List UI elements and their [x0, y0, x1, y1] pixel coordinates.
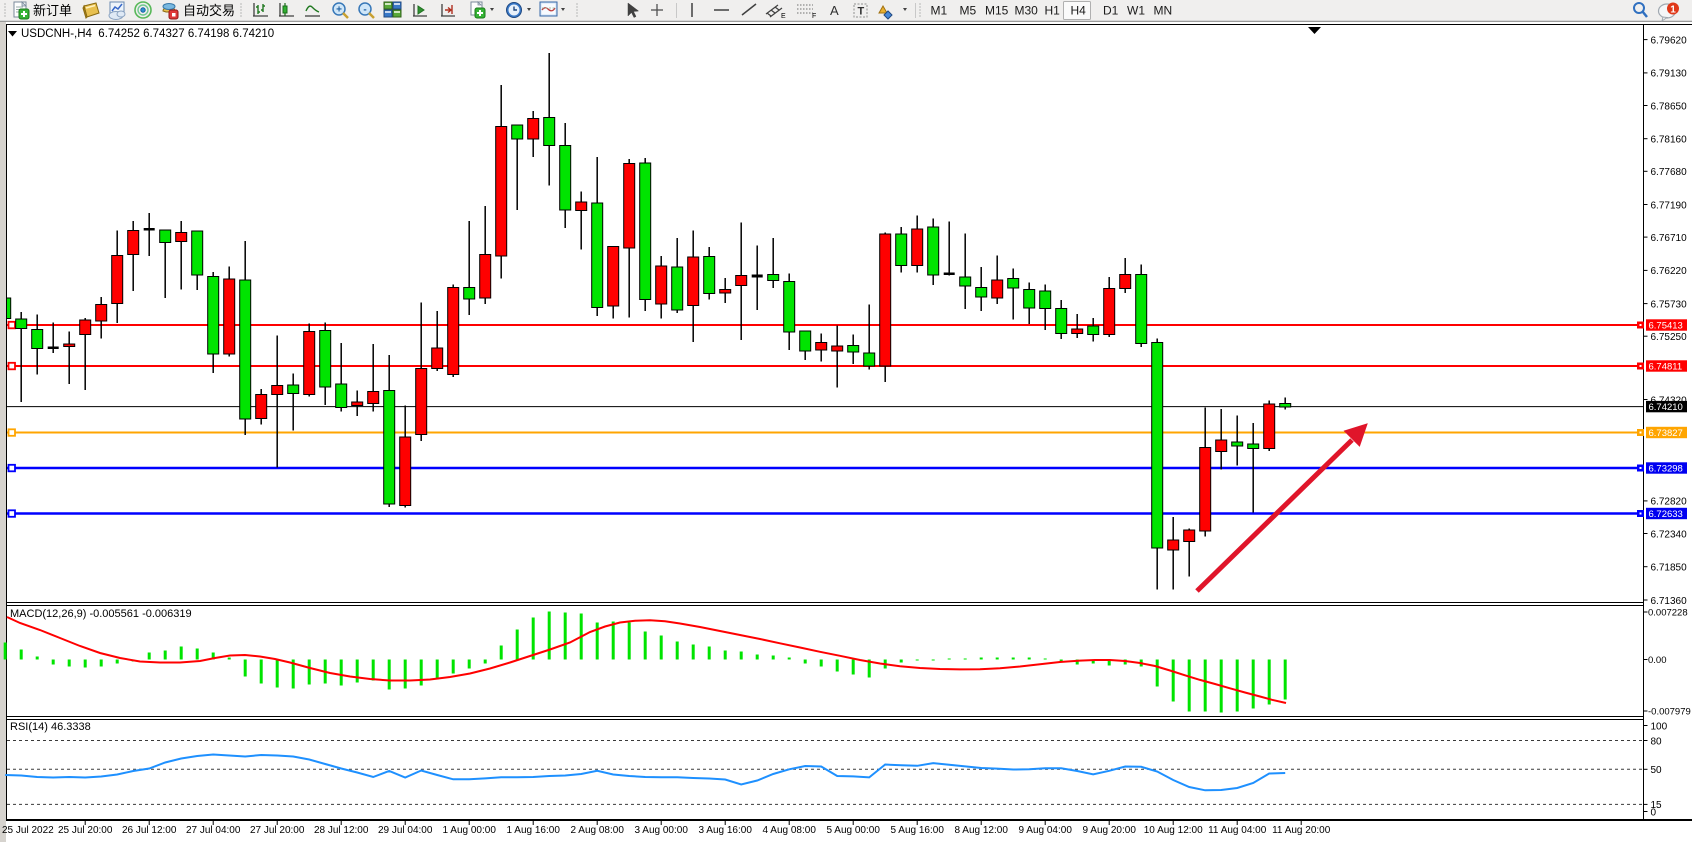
- svg-text:27 Jul 20:00: 27 Jul 20:00: [250, 825, 305, 836]
- svg-text:6.72340: 6.72340: [1651, 529, 1688, 540]
- svg-text:M15: M15: [985, 4, 1009, 18]
- svg-text:+: +: [336, 5, 342, 16]
- svg-text:A: A: [830, 3, 839, 18]
- svg-text:6.74811: 6.74811: [1649, 362, 1683, 373]
- svg-text:新订单: 新订单: [33, 3, 72, 18]
- svg-text:6.76220: 6.76220: [1651, 266, 1688, 277]
- svg-text:6.79130: 6.79130: [1651, 69, 1688, 80]
- svg-text:3 Aug 16:00: 3 Aug 16:00: [699, 825, 753, 836]
- svg-text:9 Aug 20:00: 9 Aug 20:00: [1083, 825, 1137, 836]
- svg-text:8 Aug 12:00: 8 Aug 12:00: [955, 825, 1009, 836]
- svg-text:11 Aug 20:00: 11 Aug 20:00: [1272, 825, 1331, 836]
- svg-text:6.73298: 6.73298: [1649, 464, 1683, 475]
- svg-text:3 Aug 00:00: 3 Aug 00:00: [635, 825, 689, 836]
- svg-text:RSI(14) 46.3338: RSI(14) 46.3338: [10, 721, 91, 733]
- svg-text:9 Aug 04:00: 9 Aug 04:00: [1019, 825, 1073, 836]
- svg-text:M5: M5: [960, 4, 977, 18]
- svg-text:6.76710: 6.76710: [1651, 233, 1688, 244]
- svg-text:6.73827: 6.73827: [1649, 428, 1683, 439]
- svg-text:E: E: [781, 13, 786, 20]
- svg-text:5 Aug 16:00: 5 Aug 16:00: [891, 825, 945, 836]
- svg-text:W1: W1: [1127, 4, 1145, 18]
- svg-text:100: 100: [1651, 721, 1668, 732]
- svg-text:F: F: [812, 13, 816, 20]
- svg-text:M1: M1: [931, 4, 948, 18]
- svg-text:6.74210: 6.74210: [1649, 402, 1683, 413]
- svg-text:-: -: [363, 5, 366, 16]
- svg-text:D1: D1: [1103, 4, 1119, 18]
- svg-text:H4: H4: [1071, 4, 1087, 18]
- svg-text:29 Jul 04:00: 29 Jul 04:00: [378, 825, 433, 836]
- svg-text:25 Jul 20:00: 25 Jul 20:00: [58, 825, 113, 836]
- svg-text:26 Jul 12:00: 26 Jul 12:00: [122, 825, 177, 836]
- svg-text:5 Aug 00:00: 5 Aug 00:00: [827, 825, 881, 836]
- svg-text:6.77680: 6.77680: [1651, 167, 1688, 178]
- svg-text:1 Aug 00:00: 1 Aug 00:00: [443, 825, 497, 836]
- svg-text:10 Aug 12:00: 10 Aug 12:00: [1144, 825, 1203, 836]
- svg-text:50: 50: [1651, 765, 1663, 776]
- svg-text:11 Aug 04:00: 11 Aug 04:00: [1208, 825, 1267, 836]
- svg-text:MN: MN: [1154, 4, 1173, 18]
- svg-text:15: 15: [1651, 800, 1663, 811]
- svg-text:0.007228: 0.007228: [1648, 608, 1688, 619]
- svg-text:1 Aug 16:00: 1 Aug 16:00: [507, 825, 561, 836]
- svg-text:M30: M30: [1015, 4, 1039, 18]
- svg-text:0: 0: [1651, 807, 1657, 818]
- svg-text:6.74320: 6.74320: [1651, 395, 1688, 406]
- svg-text:USDCNH-,H4 6.74252 6.74327 6.: USDCNH-,H4 6.74252 6.74327 6.74198 6.742…: [21, 28, 274, 40]
- svg-text:6.78160: 6.78160: [1651, 135, 1688, 146]
- svg-text:2 Aug 08:00: 2 Aug 08:00: [571, 825, 625, 836]
- svg-text:H1: H1: [1045, 4, 1061, 18]
- svg-text:80: 80: [1651, 736, 1663, 747]
- svg-text:T: T: [858, 6, 865, 18]
- svg-text:MACD(12,26,9) -0.005561 -0.006: MACD(12,26,9) -0.005561 -0.006319: [10, 608, 192, 620]
- svg-text:自动交易: 自动交易: [183, 3, 235, 18]
- svg-text:6.71360: 6.71360: [1651, 596, 1688, 607]
- svg-text:25 Jul 2022: 25 Jul 2022: [2, 825, 54, 836]
- svg-text:6.71850: 6.71850: [1651, 563, 1688, 574]
- svg-text:6.79620: 6.79620: [1651, 35, 1688, 46]
- svg-text:6.75250: 6.75250: [1651, 332, 1688, 343]
- svg-text:1: 1: [1670, 5, 1676, 16]
- svg-text:6.75730: 6.75730: [1651, 299, 1688, 310]
- svg-text:-0.007979: -0.007979: [1648, 707, 1691, 718]
- svg-text:27 Jul 04:00: 27 Jul 04:00: [186, 825, 241, 836]
- svg-text:6.77190: 6.77190: [1651, 200, 1688, 211]
- svg-text:4 Aug 08:00: 4 Aug 08:00: [763, 825, 817, 836]
- svg-text:0.00: 0.00: [1648, 655, 1667, 666]
- svg-text:6.72820: 6.72820: [1651, 497, 1688, 508]
- svg-text:6.72633: 6.72633: [1649, 509, 1683, 520]
- svg-text:6.78650: 6.78650: [1651, 101, 1688, 112]
- svg-text:6.75413: 6.75413: [1649, 321, 1683, 332]
- svg-text:28 Jul 12:00: 28 Jul 12:00: [314, 825, 369, 836]
